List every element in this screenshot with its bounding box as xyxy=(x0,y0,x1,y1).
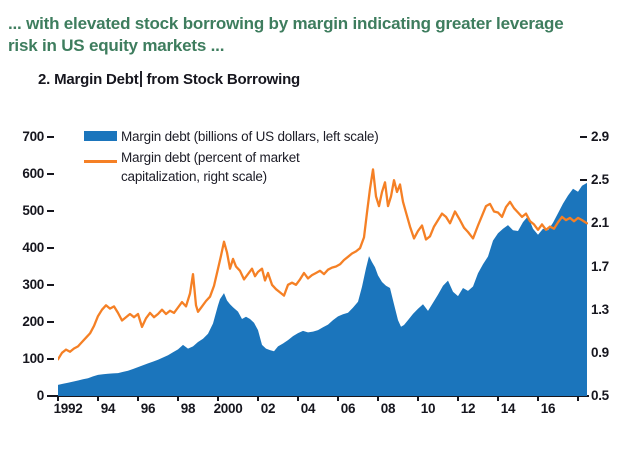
y-axis-label-right: 0.5 xyxy=(591,388,609,403)
y-axis-label-left: 700 xyxy=(22,129,44,144)
chart-title: 2. Margin Debt from Stock Borrowing xyxy=(38,71,300,88)
x-axis-tick xyxy=(217,396,219,401)
y-axis-label-left: 0 xyxy=(36,388,45,403)
margin-debt-area xyxy=(58,182,587,396)
x-axis-label: 94 xyxy=(100,401,116,416)
y-axis-label-left: 100 xyxy=(22,351,44,366)
x-axis-label: 08 xyxy=(380,401,396,416)
y-axis-label-left: 500 xyxy=(22,203,44,218)
x-axis-tick xyxy=(337,396,339,401)
chart-title-part1: 2. Margin Debt xyxy=(38,71,139,88)
x-axis-label: 02 xyxy=(260,401,276,416)
y-axis-tick-left xyxy=(47,247,54,249)
y-axis-tick-left xyxy=(47,284,54,286)
y-axis-tick-left xyxy=(47,173,54,175)
x-axis-tick xyxy=(577,396,579,401)
panel-headline-line2: risk in US equity markets ... xyxy=(8,36,225,55)
x-axis-tick xyxy=(417,396,419,401)
legend-swatch-margin-debt-pct xyxy=(84,160,117,163)
y-axis-tick-right xyxy=(580,136,587,138)
x-axis-label: 16 xyxy=(540,401,556,416)
x-axis-tick xyxy=(297,396,299,401)
x-axis-tick xyxy=(497,396,499,401)
x-axis-tick xyxy=(257,396,259,401)
margin-debt-pct-line xyxy=(58,168,588,361)
x-axis-tick xyxy=(457,396,459,401)
y-axis-tick-right xyxy=(580,179,587,182)
x-axis-label: 96 xyxy=(140,401,156,416)
x-axis-tick xyxy=(57,396,59,401)
plot-svg xyxy=(58,168,588,396)
y-axis-tick-left xyxy=(47,210,54,212)
x-axis-label: 14 xyxy=(500,401,516,416)
y-axis-label-right: 2.1 xyxy=(591,215,609,231)
legend-label-margin-debt-pct-line2: capitalization, right scale) xyxy=(121,169,267,184)
x-axis-tick xyxy=(377,396,379,401)
x-axis-label: 06 xyxy=(340,401,356,416)
y-axis-label-right: 2.5 xyxy=(591,172,609,188)
legend-swatch-margin-debt xyxy=(84,131,117,141)
y-axis-label-right: 1.3 xyxy=(591,301,609,317)
x-axis-tick xyxy=(177,396,179,401)
x-axis-tick xyxy=(537,396,539,401)
x-axis-label: 98 xyxy=(180,401,196,416)
y-axis-label-left: 400 xyxy=(22,240,44,255)
y-axis-label-left: 600 xyxy=(22,166,44,181)
x-axis-tick xyxy=(137,396,139,401)
chart-title-part2: from Stock Borrowing xyxy=(142,71,301,88)
x-axis-label: 12 xyxy=(460,401,476,416)
y-axis-tick-left xyxy=(47,136,54,138)
x-axis-line xyxy=(50,395,589,397)
y-axis-label-right: 2.9 xyxy=(591,129,609,144)
x-axis-label: 2000 xyxy=(213,401,243,416)
legend-label-margin-debt: Margin debt (billions of US dollars, lef… xyxy=(121,129,379,144)
panel-headline-line1: ... with elevated stock borrowing by mar… xyxy=(8,14,564,33)
legend-label-margin-debt-pct-line1: Margin debt (percent of market xyxy=(121,150,300,165)
x-axis-tick xyxy=(97,396,99,401)
y-axis-label-left: 200 xyxy=(22,314,44,329)
text-cursor xyxy=(139,71,142,87)
panel-headline: ... with elevated stock borrowing by mar… xyxy=(8,13,632,57)
y-axis-label-right: 1.7 xyxy=(591,258,609,274)
x-axis-label: 10 xyxy=(420,401,436,416)
x-axis-label: 04 xyxy=(300,401,316,416)
y-axis-label-right: 0.9 xyxy=(591,344,609,360)
x-axis-label: 1992 xyxy=(53,401,83,416)
y-axis-label-left: 300 xyxy=(22,277,44,292)
y-axis-tick-left xyxy=(47,321,54,323)
y-axis-tick-left xyxy=(47,358,54,360)
